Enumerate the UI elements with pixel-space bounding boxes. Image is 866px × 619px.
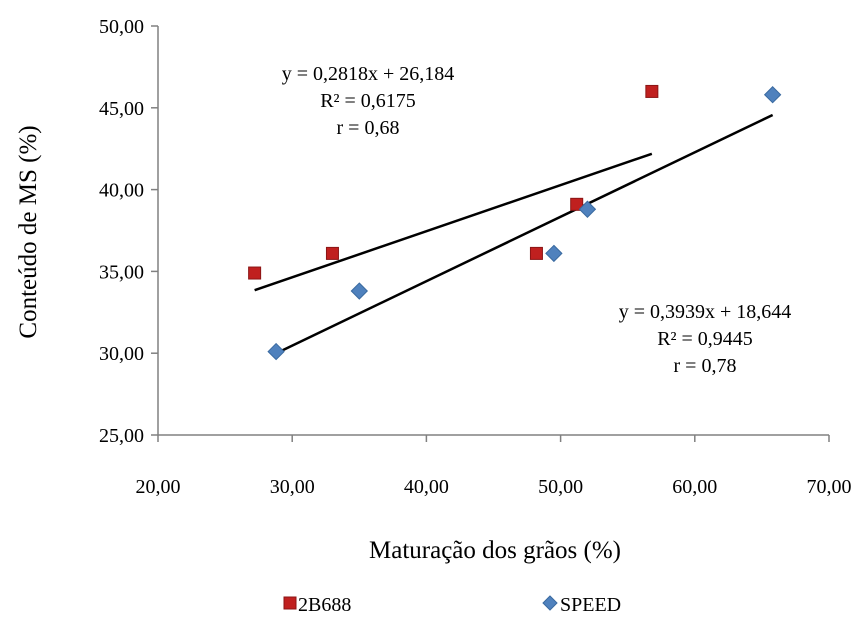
x-ticks: 20,00 30,00 40,00 50,00 60,00 70,00	[136, 435, 852, 498]
point-2b688	[325, 246, 339, 260]
equation-2b688-line3: r = 0,68	[337, 117, 400, 139]
legend: 2B688 SPEED	[283, 594, 621, 616]
y-tick-label: 40,00	[99, 180, 144, 202]
legend-marker-speed	[542, 595, 558, 611]
y-axis-title: Conteúdo de MS (%)	[15, 125, 42, 338]
x-tick-label: 20,00	[136, 476, 181, 498]
legend-label-speed: SPEED	[560, 594, 621, 616]
equation-2b688-line2: R² = 0,6175	[320, 90, 416, 112]
legend-label-2b688: 2B688	[298, 594, 351, 616]
point-2b688	[529, 246, 543, 260]
point-speed	[578, 200, 597, 218]
y-tick-label: 25,00	[99, 425, 144, 447]
point-speed	[267, 342, 285, 361]
y-tick-label: 50,00	[99, 16, 144, 38]
equation-speed-line3: r = 0,78	[674, 355, 737, 377]
equation-speed: y = 0,3939x + 18,644 R² = 0,9445 r = 0,7…	[619, 301, 792, 377]
y-tick-label: 35,00	[99, 261, 144, 283]
y-tick-label: 30,00	[99, 343, 144, 365]
equation-2b688: y = 0,2818x + 26,184 R² = 0,6175 r = 0,6…	[282, 63, 455, 139]
point-2b688	[570, 197, 584, 211]
equation-2b688-line1: y = 0,2818x + 26,184	[282, 63, 455, 85]
point-speed	[763, 86, 782, 104]
x-tick-label: 30,00	[270, 476, 315, 498]
point-2b688	[248, 266, 262, 280]
point-speed	[545, 244, 563, 263]
data-points	[248, 84, 782, 361]
legend-marker-2b688	[283, 596, 297, 610]
trendlines	[254, 113, 774, 355]
trendline-2b688	[254, 152, 653, 292]
equation-speed-line2: R² = 0,9445	[657, 328, 753, 350]
x-tick-label: 60,00	[672, 476, 717, 498]
x-tick-label: 70,00	[807, 476, 852, 498]
point-2b688	[645, 84, 659, 98]
trendline-speed	[275, 113, 774, 355]
y-ticks: 25,00 30,00 35,00 40,00 45,00 50,00	[99, 16, 158, 447]
x-tick-label: 50,00	[538, 476, 583, 498]
equation-speed-line1: y = 0,3939x + 18,644	[619, 301, 792, 323]
legend-item-speed: SPEED	[542, 594, 621, 616]
legend-item-2b688: 2B688	[283, 594, 351, 616]
y-tick-label: 45,00	[99, 98, 144, 120]
axes	[157, 26, 829, 436]
x-axis-title: Maturação dos grãos (%)	[369, 537, 621, 564]
point-speed	[350, 282, 369, 300]
x-tick-label: 40,00	[404, 476, 449, 498]
